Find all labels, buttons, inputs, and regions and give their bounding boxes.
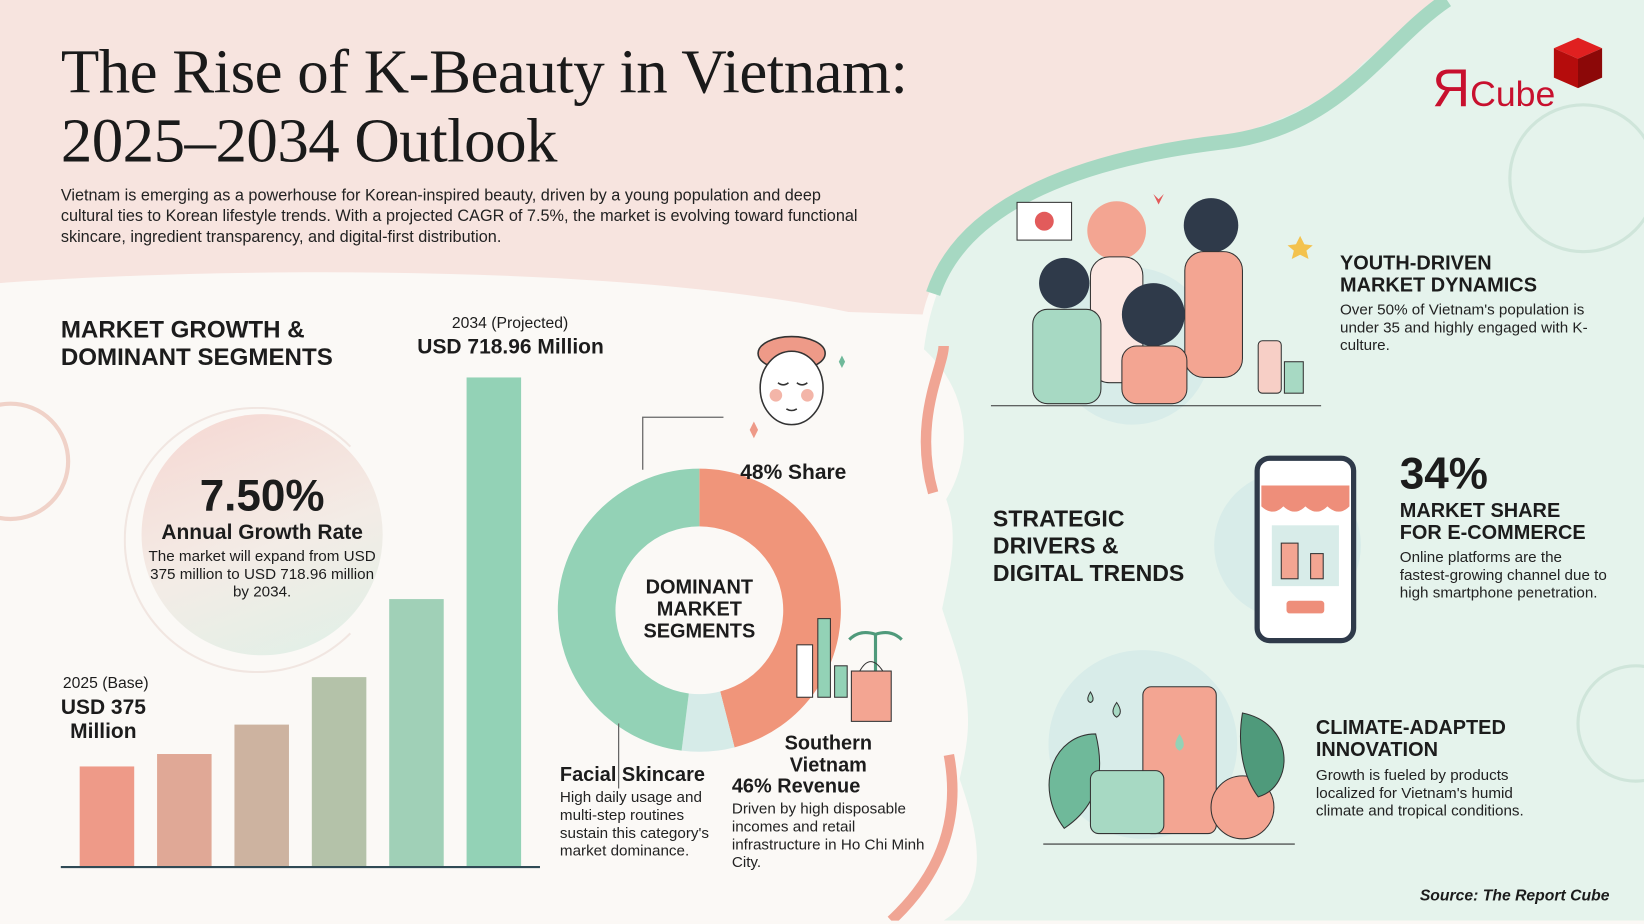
title-line: INNOVATION — [1315, 739, 1438, 762]
bar-3 — [311, 677, 367, 867]
projected-year-label: 2034 (Projected) — [451, 314, 569, 333]
donut-slice-other — [681, 691, 735, 752]
facial-skincare-desc: High daily usage and multi-step routines… — [559, 789, 709, 860]
intro-text: Vietnam is emerging as a powerhouse for … — [60, 186, 858, 247]
strategic-drivers-heading: STRATEGIC DRIVERS & DIGITAL TRENDS — [993, 505, 1184, 587]
page-title-line1: The Rise of K-Beauty in Vietnam: — [60, 36, 908, 106]
ecom-desc: Online platforms are the fastest-growing… — [1399, 549, 1607, 602]
growth-rate-label: Annual Growth Rate — [161, 521, 363, 545]
face-skincare-icon — [749, 335, 846, 439]
cube-icon — [1553, 37, 1603, 89]
southern-vietnam-desc: Driven by high disposable incomes and re… — [731, 801, 925, 872]
climate-desc: Growth is fueled by products localized f… — [1315, 767, 1524, 820]
title-line: MARKET SHARE — [1399, 500, 1561, 523]
growth-rate-desc: The market will expand from USD 375 mill… — [148, 548, 376, 601]
youth-title: YOUTH-DRIVEN MARKET DYNAMICS — [1340, 253, 1537, 297]
donut-slice-facial-skincare — [557, 468, 700, 751]
title-line: FOR E-COMMERCE — [1399, 522, 1586, 545]
base-year-label: 2025 (Base) — [62, 674, 149, 693]
heading-line: STRATEGIC — [992, 505, 1125, 532]
source-note: Source: The Report Cube — [1419, 887, 1610, 905]
leader-lines — [617, 416, 724, 789]
heading-line: DOMINANT SEGMENTS — [60, 342, 333, 371]
smartphone-shop-icon — [1254, 455, 1357, 644]
heading-line: DRIVERS & — [992, 532, 1119, 559]
heading-line: DIGITAL TRENDS — [992, 559, 1185, 587]
title-line: YOUTH-DRIVEN — [1339, 252, 1492, 275]
youth-group-illustration — [990, 193, 1322, 407]
growth-rate-block: 7.50% Annual Growth Rate The market will… — [147, 470, 378, 602]
bar-5 — [466, 377, 522, 867]
ecom-share-value: 34% — [1399, 448, 1488, 499]
growth-ring — [123, 406, 391, 674]
logo-mark: Я — [1432, 58, 1471, 118]
southern-vietnam-revenue: 46% Revenue — [731, 775, 861, 798]
bar-4 — [389, 599, 444, 867]
title-line: Southern — [784, 732, 873, 755]
climate-products-icon — [1043, 686, 1295, 845]
center-line: MARKET — [656, 598, 742, 621]
market-growth-heading: MARKET GROWTH & DOMINANT SEGMENTS — [61, 316, 333, 371]
facial-skincare-title: Facial Skincare — [559, 764, 705, 787]
base-value-line: USD 375 — [60, 696, 146, 720]
city-shopping-icon — [796, 618, 903, 722]
title-line: MARKET DYNAMICS — [1339, 274, 1537, 297]
growth-rate-value: 7.50% — [199, 470, 325, 521]
base-value: USD 375 Million — [61, 696, 146, 744]
heading-line: MARKET GROWTH & — [60, 315, 305, 343]
base-value-line: Million — [70, 720, 137, 744]
southern-vietnam-title: Southern Vietnam — [771, 733, 886, 777]
market-size-bar-chart — [60, 377, 540, 869]
bar-1 — [157, 754, 212, 867]
title-line: CLIMATE-ADAPTED — [1315, 717, 1506, 740]
report-cube-logo: ЯCube — [1432, 58, 1555, 119]
youth-desc: Over 50% of Vietnam's population is unde… — [1339, 301, 1588, 355]
bar-2 — [234, 724, 289, 867]
bar-0 — [79, 766, 135, 867]
facial-share-label: 48% Share — [740, 461, 847, 485]
ecom-title: MARKET SHARE FOR E-COMMERCE — [1400, 500, 1586, 544]
center-line: DOMINANT — [645, 576, 754, 599]
center-line: SEGMENTS — [643, 620, 756, 643]
logo-text: Cube — [1470, 74, 1556, 115]
climate-title: CLIMATE-ADAPTED INNOVATION — [1316, 717, 1506, 761]
page-title-line2: 2025–2034 Outlook — [60, 105, 558, 176]
donut-center-label: DOMINANT MARKET SEGMENTS — [626, 577, 773, 643]
projected-value: USD 718.96 Million — [417, 335, 604, 359]
title-line: Vietnam — [789, 754, 867, 777]
